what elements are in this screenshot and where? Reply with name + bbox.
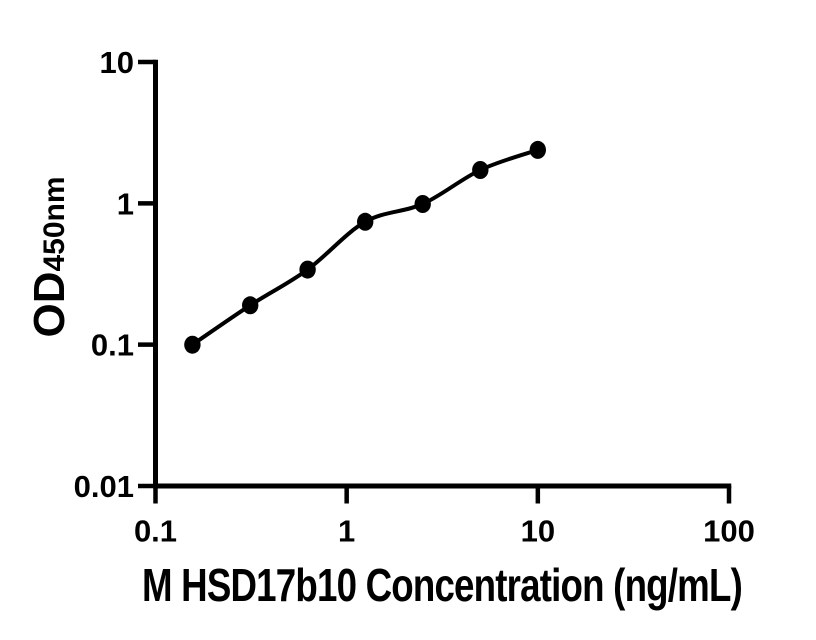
x-axis-title: M HSD17b10 Concentration (ng/mL) [142, 559, 742, 611]
data-points [184, 140, 546, 354]
y-tick-label: 0.01 [74, 469, 134, 504]
x-tick-label: 100 [703, 514, 755, 549]
data-point-marker [299, 260, 316, 279]
data-point-marker [529, 140, 546, 159]
axes [138, 59, 732, 504]
fit-curve-line [190, 147, 540, 347]
x-tick-label: 0.1 [134, 514, 177, 549]
x-tick-label: 10 [521, 514, 555, 549]
data-point-marker [242, 296, 259, 315]
data-point-marker [357, 212, 374, 231]
y-axis-title-main: OD [25, 272, 74, 338]
data-point-marker [184, 335, 201, 354]
y-tick-label: 0.1 [91, 328, 134, 363]
y-tick-label: 10 [100, 45, 134, 80]
y-axis-title: OD450nm [25, 176, 74, 337]
y-axis-title-subscript: 450nm [38, 176, 71, 271]
data-point-marker [472, 161, 489, 179]
x-tick-label: 1 [338, 514, 355, 549]
data-point-marker [414, 195, 431, 213]
y-tick-label: 1 [117, 186, 134, 221]
